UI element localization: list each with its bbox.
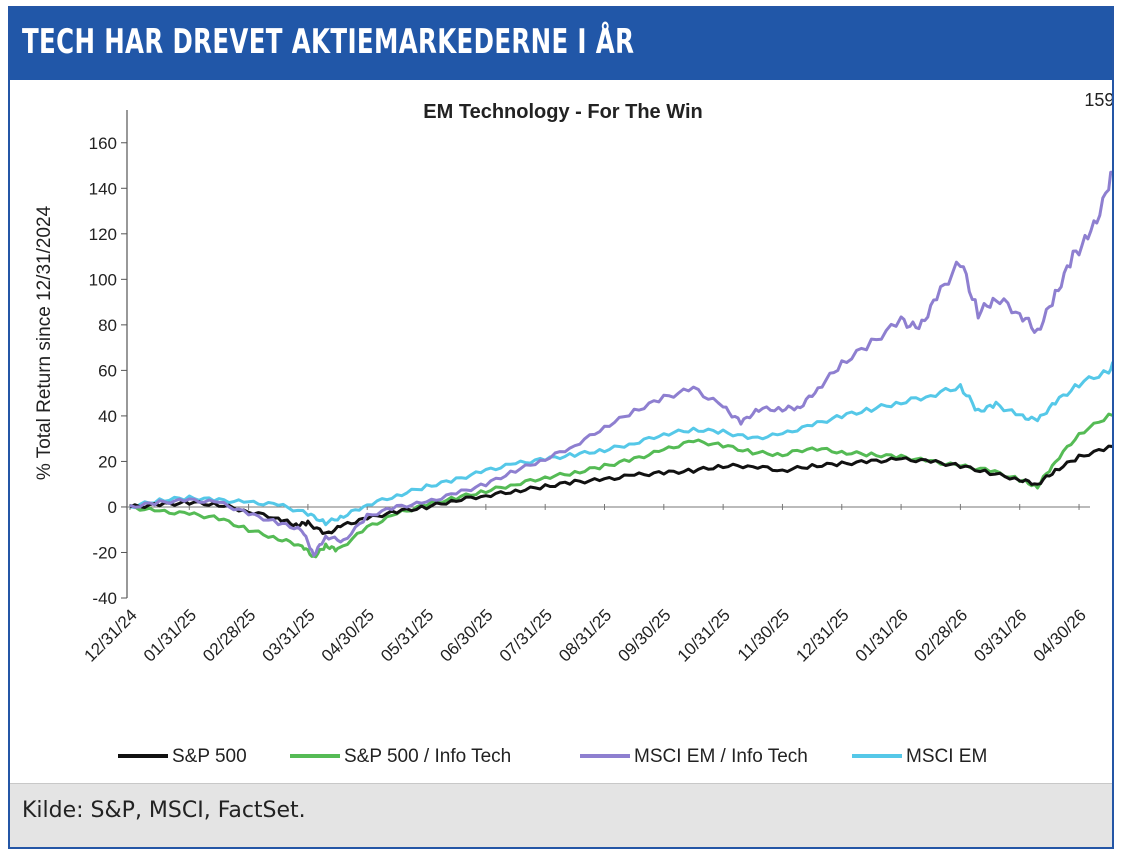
- x-tick-label: 03/31/25: [259, 605, 319, 665]
- y-axis-title-group: % Total Return since 12/31/2024: [34, 205, 55, 480]
- x-tick-label: 12/31/24: [81, 605, 141, 665]
- x-tick-label: 02/28/25: [199, 605, 259, 665]
- legend-label: S&P 500: [172, 746, 247, 767]
- x-tick-label: 01/31/25: [140, 605, 200, 665]
- line-chart: EM Technology - For The Win % Total Retu…: [34, 90, 1124, 767]
- series-line-s-p-500-info-tech: [129, 405, 1124, 559]
- series-line-s-p-500: [129, 441, 1124, 535]
- y-tick-label: 120: [89, 225, 117, 244]
- header-banner: TECH HAR DREVET AKTIEMARKEDERNE I ÅR: [10, 8, 1112, 80]
- legend-label: MSCI EM: [906, 746, 987, 767]
- x-tick-label: 01/31/26: [852, 605, 912, 665]
- x-tick-labels: 12/31/24 01/31/25 02/28/25 03/31/25 04/30/25…: [81, 605, 1090, 665]
- y-tick-label: -40: [92, 589, 117, 608]
- y-tick-label: 140: [89, 179, 117, 198]
- x-tick-label: 03/31/26: [970, 605, 1030, 665]
- x-tick-label: 11/30/25: [734, 605, 793, 664]
- x-tick-label: 04/30/25: [318, 605, 378, 665]
- y-tick-label: 40: [98, 407, 117, 426]
- x-tick-label: 10/31/25: [674, 605, 734, 665]
- x-tick-label: 12/31/25: [792, 605, 852, 665]
- y-tick-label: -20: [92, 543, 117, 562]
- x-tick-label: 06/30/25: [436, 605, 496, 665]
- y-tick-label: 60: [98, 361, 117, 380]
- page-title: TECH HAR DREVET AKTIEMARKEDERNE I ÅR: [22, 22, 635, 62]
- y-axis-title: % Total Return since 12/31/2024: [34, 205, 55, 480]
- legend-label: MSCI EM / Info Tech: [634, 746, 808, 767]
- y-tick-label: 100: [89, 270, 117, 289]
- x-tick-label: 08/31/25: [555, 605, 615, 665]
- series-lines: [129, 127, 1124, 559]
- y-tick-label: 80: [98, 316, 117, 335]
- chart-card: TECH HAR DREVET AKTIEMARKEDERNE I ÅR EM …: [8, 6, 1124, 849]
- chart-title: EM Technology - For The Win: [423, 101, 702, 123]
- source-footer: Kilde: S&P, MSCI, FactSet.: [10, 783, 1112, 847]
- x-tick-label: 09/30/25: [614, 605, 674, 665]
- x-tick-label: 05/31/25: [377, 605, 437, 665]
- chart-area: EM Technology - For The Win % Total Retu…: [10, 80, 1124, 784]
- annotation: 159%: [1084, 90, 1124, 110]
- series-line-msci-em-info-tech: [129, 127, 1124, 558]
- source-text: Kilde: S&P, MSCI, FactSet.: [22, 798, 306, 823]
- series-line-msci-em: [129, 356, 1124, 527]
- x-tick-label: 02/28/26: [911, 605, 971, 665]
- legend: S&P 500 S&P 500 / Info Tech MSCI EM / Info…: [118, 746, 987, 767]
- legend-label: S&P 500 / Info Tech: [344, 746, 511, 767]
- axes: -40 -20 0 20 40 60 80 100 120 140 160: [89, 110, 1090, 608]
- x-tick-label: 04/30/26: [1030, 605, 1090, 665]
- annotation-label: 159%: [1084, 90, 1112, 110]
- y-tick-label: 0: [108, 498, 117, 517]
- x-tick-label: 07/31/25: [496, 605, 556, 665]
- y-tick-label: 160: [89, 134, 117, 153]
- y-tick-label: 20: [98, 452, 117, 471]
